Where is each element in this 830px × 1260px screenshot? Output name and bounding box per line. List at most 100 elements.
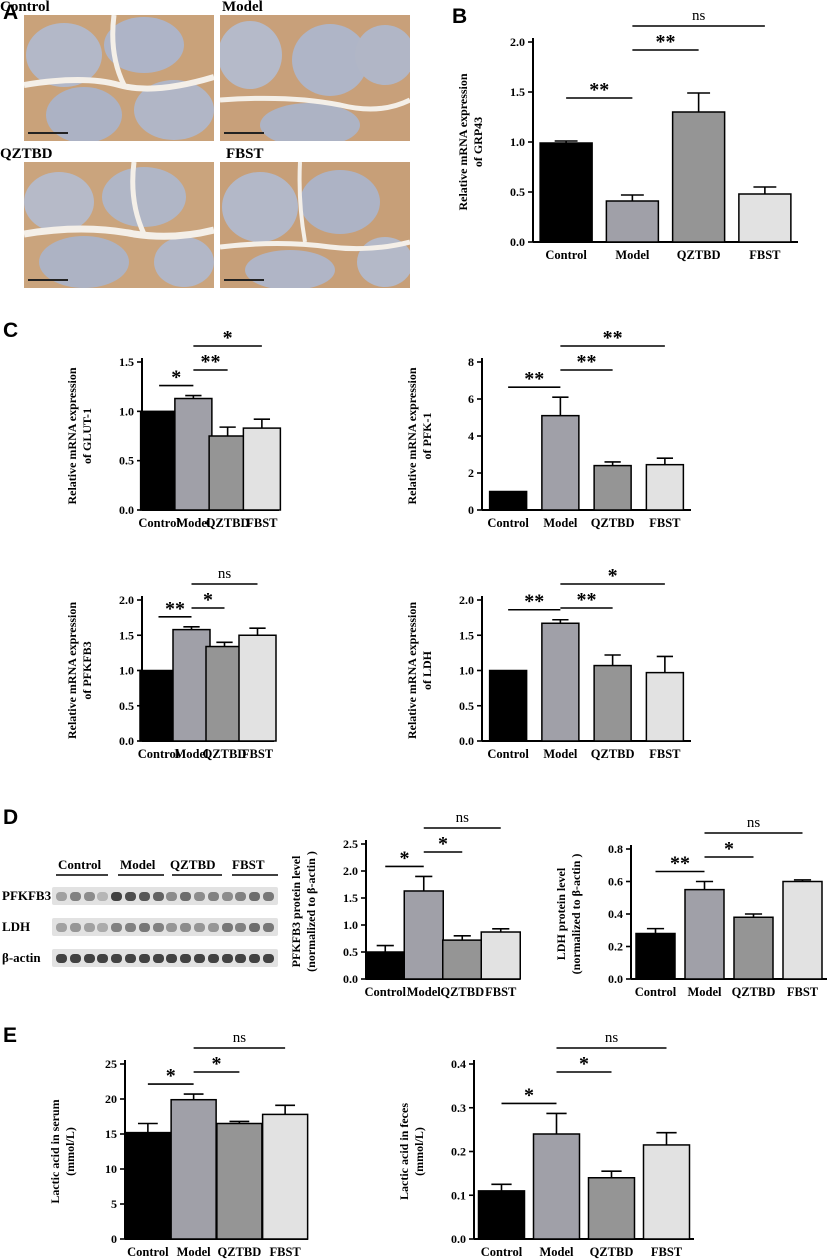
y-tick-label: 0.1 (451, 1188, 466, 1202)
bar-control (635, 932, 676, 980)
blot-band (166, 892, 178, 901)
blot-band (263, 923, 274, 932)
bar-fbst (480, 931, 521, 980)
bar-qztbd (205, 645, 244, 742)
micrograph-qztbd (24, 162, 214, 288)
blot-band (152, 954, 164, 963)
x-tick-label: FBST (246, 516, 278, 530)
blot-band (249, 954, 261, 963)
y-tick-label: 1.0 (119, 404, 134, 418)
bar-control (488, 669, 528, 742)
blot-band (194, 923, 205, 932)
x-tick-label: Control (365, 985, 407, 999)
x-tick-label: FBST (749, 248, 781, 262)
bar-model (403, 890, 444, 980)
bar-model (605, 200, 660, 243)
y-axis-label: Relative mRNA expressionof GLUT-1 (65, 367, 94, 504)
sig-label: ** (670, 853, 690, 875)
sig-label: * (166, 1065, 176, 1087)
bar-model (541, 414, 580, 511)
bar-control (139, 410, 179, 511)
sig-label: ns (692, 8, 706, 24)
chart-pfk1: 0 2 4 6 8 Relative mRNA expressionof PFK-1 Con… (405, 327, 691, 530)
y-axis-label-line: PFKFB3 protein level (289, 855, 303, 967)
blot-band (125, 923, 136, 932)
blot-band (249, 923, 261, 932)
blot-band (56, 923, 67, 932)
blot-band (83, 923, 95, 932)
chart-pfkfb3: 0.0 0.5 1.0 1.5 2.0 Relative mRNA expressiono… (65, 566, 277, 761)
sig-label: * (223, 327, 233, 349)
y-axis-label-line: of GRP43 (471, 117, 485, 167)
y-tick-label: 2.0 (343, 864, 358, 878)
x-tick-label: QZTBD (677, 248, 721, 262)
y-axis-label: Relative mRNA expressionof PFK-1 (405, 367, 434, 504)
y-axis-label-line: Relative mRNA expression (405, 602, 419, 739)
y-axis-label-line: Relative mRNA expression (405, 367, 419, 504)
bar-model (174, 397, 213, 511)
sig-label: ns (747, 815, 761, 831)
bar-qztbd (216, 1122, 263, 1240)
blot-band (194, 892, 205, 901)
x-tick-label: QZTBD (591, 747, 635, 761)
y-axis-label-line: (normalized to β-actin ) (304, 851, 318, 972)
y-tick-label: 2.5 (343, 837, 358, 851)
bar-control (124, 1131, 172, 1240)
blot-band (221, 923, 233, 932)
x-tick-label: Control (545, 248, 587, 262)
blot-band (97, 892, 109, 901)
y-tick-label: 1.0 (119, 664, 134, 678)
blot-band (111, 954, 123, 963)
y-tick-label: 0 (111, 1232, 117, 1246)
blot-band (138, 892, 150, 901)
sig-label: ns (218, 566, 232, 582)
sig-label: * (400, 847, 410, 869)
y-tick-label: 1.5 (119, 628, 134, 642)
blot-band (180, 954, 192, 963)
bar-qztbd (593, 464, 632, 511)
bar-fbst (645, 671, 685, 742)
y-axis-label-line: (mmol/L) (63, 1127, 77, 1176)
blot-band (138, 954, 150, 963)
y-tick-label: 0.3 (451, 1101, 466, 1115)
sig-label: ns (605, 1030, 619, 1046)
micrograph-model (220, 15, 410, 141)
blot-band (235, 923, 247, 932)
chart-pfkfb3-protein: 0.0 0.5 1.0 1.5 2.0 2.5 PFKFB3 protein level(n… (289, 810, 521, 999)
y-tick-label: 0.5 (343, 945, 358, 959)
western-blot: Control Model QZTBD FBST PFKFB3 LDH β-ac… (0, 845, 295, 1075)
y-tick-label: 0.0 (343, 972, 358, 986)
y-axis-label-line: of PFK-1 (420, 413, 434, 460)
blot-band (207, 954, 219, 963)
blot-band (207, 923, 219, 932)
micrograph-label-control: Control (0, 0, 50, 15)
y-axis-label-line: of GLUT-1 (80, 408, 94, 464)
blot-band (249, 892, 261, 901)
bar-qztbd (671, 111, 726, 243)
blot-band (83, 954, 95, 963)
y-axis-label: Relative mRNA expressionof GRP43 (456, 73, 485, 210)
x-tick-label: FBST (787, 985, 819, 999)
x-tick-label: Model (543, 747, 578, 761)
y-tick-label: 1.0 (510, 135, 525, 149)
x-tick-label: FBST (269, 1245, 301, 1259)
blot-band (69, 892, 81, 901)
blot-band (152, 892, 164, 901)
x-tick-label: Control (487, 747, 529, 761)
y-axis-label-line: Relative mRNA expression (65, 367, 79, 504)
bar-fbst (645, 463, 685, 511)
x-tick-label: Control (635, 985, 677, 999)
blot-band (263, 892, 274, 901)
bar-fbst (261, 1113, 309, 1240)
blot-band (221, 954, 233, 963)
y-axis-label-line: LDH protein level (554, 867, 568, 960)
y-axis-label-line: Lactic acid in serum (48, 1099, 62, 1203)
blot-band (194, 954, 205, 963)
y-tick-label: 1.5 (119, 355, 134, 369)
bar-fbst (738, 193, 792, 243)
panel-letter-b: B (452, 5, 468, 28)
y-tick-label: 1.5 (459, 628, 474, 642)
bar-model (532, 1133, 581, 1240)
panel-letter-a: A (3, 1, 19, 24)
lane-label-model: Model (120, 857, 156, 872)
